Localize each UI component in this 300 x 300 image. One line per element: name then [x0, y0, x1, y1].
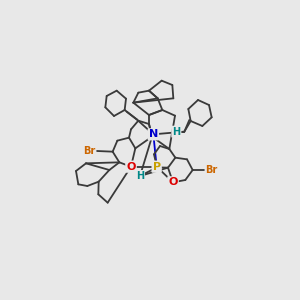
Text: O: O — [168, 177, 178, 187]
Text: H: H — [136, 171, 144, 181]
Text: O: O — [126, 162, 136, 172]
Text: P: P — [153, 162, 161, 172]
Text: Br: Br — [206, 165, 218, 175]
Text: Br: Br — [83, 146, 95, 156]
Text: N: N — [149, 129, 158, 139]
Text: H: H — [172, 127, 180, 137]
